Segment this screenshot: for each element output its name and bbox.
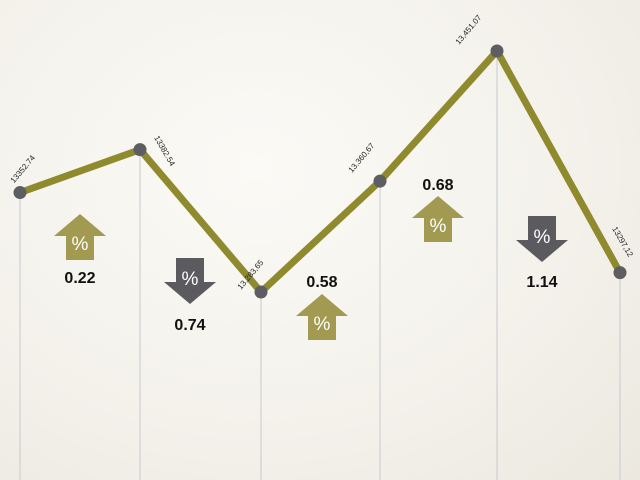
up-arrow-icon-3	[296, 294, 348, 340]
percent-sign-1: %	[72, 234, 89, 255]
gridlines	[19, 51, 621, 480]
up-arrow-icon-1	[54, 214, 106, 260]
change-value-5: 1.14	[526, 274, 557, 291]
change-value-2: 0.74	[174, 317, 205, 334]
data-point-6	[613, 266, 627, 280]
data-point-4	[373, 174, 387, 188]
change-value-3: 0.58	[306, 274, 337, 291]
change-indicator-1: % 0.22	[54, 214, 106, 287]
change-indicator-3: % 0.58	[296, 274, 348, 340]
down-arrow-icon-5	[516, 216, 568, 262]
change-indicator-4: % 0.68	[412, 177, 464, 242]
data-point-1	[13, 186, 27, 200]
point-label-2: 13382.54	[152, 134, 177, 168]
point-markers	[13, 44, 627, 299]
series-line-layer	[16, 47, 624, 296]
point-label-1: 13352.74	[9, 153, 38, 185]
data-point-5	[490, 44, 504, 58]
series-line	[16, 47, 624, 296]
change-value-1: 0.22	[64, 270, 95, 287]
point-label-6: 13297,12	[610, 225, 635, 259]
change-indicators: % 0.22 % 0.74 % 0.58% 0.68% 1.14	[54, 177, 568, 340]
point-label-5: 13,451.07	[454, 13, 484, 46]
data-point-3	[254, 285, 268, 299]
up-arrow-icon-4	[412, 196, 464, 242]
change-indicator-2: % 0.74	[164, 258, 216, 334]
percent-sign-4: %	[430, 216, 447, 237]
percent-sign-2: %	[182, 269, 199, 290]
down-arrow-icon-2	[164, 258, 216, 304]
change-value-4: 0.68	[422, 177, 453, 194]
percent-sign-5: %	[534, 227, 551, 248]
data-point-2	[133, 143, 147, 157]
percent-sign-3: %	[314, 314, 331, 335]
change-indicator-5: % 1.14	[516, 216, 568, 291]
point-label-4: 13.360,67	[347, 141, 377, 174]
